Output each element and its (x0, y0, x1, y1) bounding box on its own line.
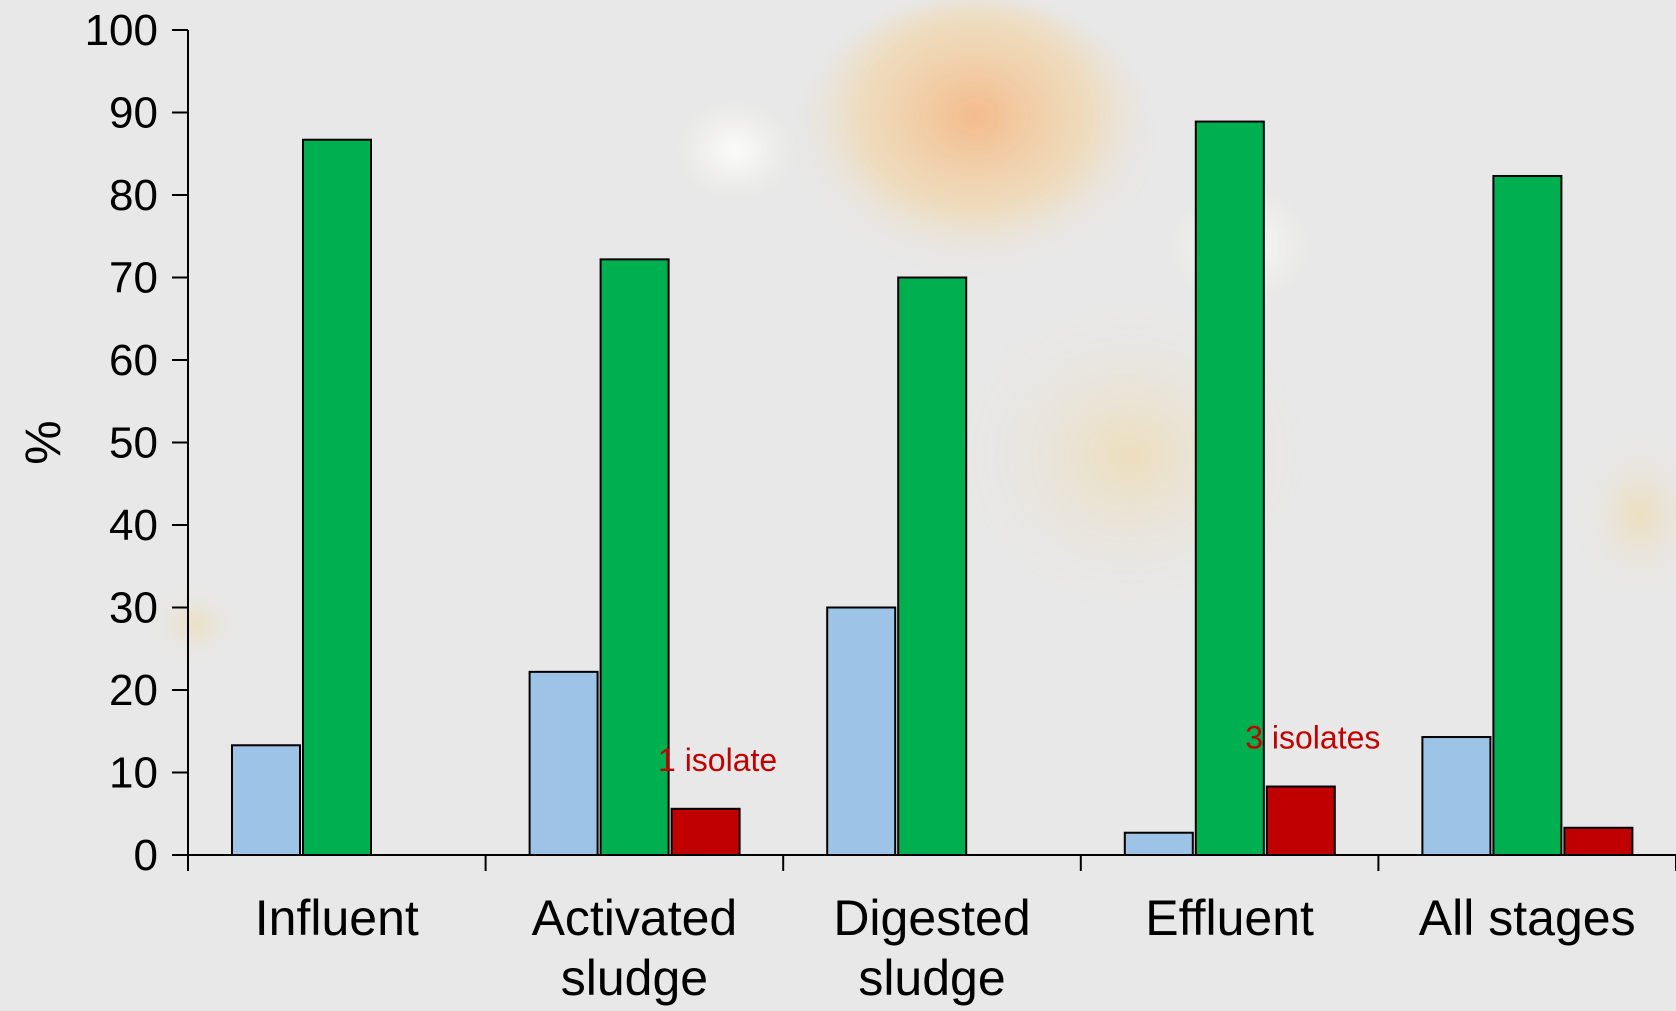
chart-labels: 0 10 20 30 40 50 60 70 80 90 100% Influent Activated… (15, 6, 1636, 1006)
bar-series-2-4 (1492, 175, 1563, 856)
y-tick-label: 90 (109, 89, 158, 138)
y-tick-label: 30 (109, 584, 158, 633)
category-label: sludge (561, 950, 708, 1006)
bar-series-3-3 (1265, 785, 1336, 857)
annotation-label: 1 isolate (658, 742, 777, 778)
chart-bars (231, 120, 1634, 857)
category-label: All stages (1419, 890, 1636, 946)
bar-series-1-0 (231, 744, 301, 857)
y-tick-label: 100 (85, 6, 158, 55)
y-tick-label: 80 (109, 171, 158, 220)
bar-series-1-2 (826, 606, 897, 856)
bar-series-1-1 (528, 670, 599, 856)
bar-series-2-3 (1194, 120, 1265, 856)
bar-series-1-3 (1123, 831, 1194, 856)
bar-series-3-1 (670, 807, 741, 856)
bar-series-3-4 (1563, 826, 1634, 857)
y-tick-label: 40 (109, 501, 158, 550)
y-axis-title: % (15, 420, 71, 464)
y-tick-label: 70 (109, 254, 158, 303)
y-tick-label: 20 (109, 666, 158, 715)
y-tick-label: 60 (109, 336, 158, 385)
category-label: Effluent (1145, 890, 1314, 946)
category-label: Digested (833, 890, 1030, 946)
y-tick-label: 0 (134, 831, 158, 880)
y-tick-label: 10 (109, 749, 158, 798)
bar-series-2-2 (897, 276, 968, 856)
category-label: sludge (858, 950, 1005, 1006)
bar-series-2-0 (302, 138, 372, 857)
category-label: Activated (532, 890, 738, 946)
y-tick-label: 50 (109, 419, 158, 468)
bar-series-2-1 (599, 258, 670, 857)
annotation-label: 3 isolates (1245, 720, 1380, 756)
category-label: Influent (255, 890, 419, 946)
bar-series-1-4 (1421, 736, 1492, 857)
